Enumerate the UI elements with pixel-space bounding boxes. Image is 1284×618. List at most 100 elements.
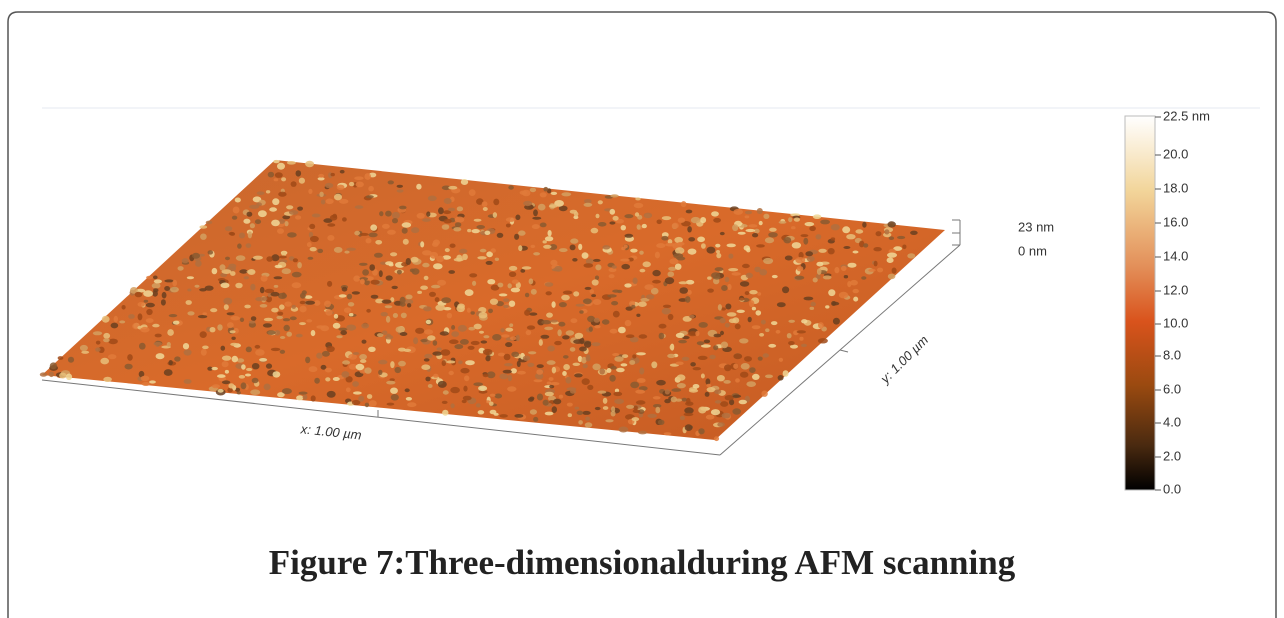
grain — [522, 190, 531, 197]
grain — [407, 303, 411, 307]
grain — [100, 358, 109, 365]
grain — [311, 395, 316, 401]
grain — [744, 245, 750, 250]
grain — [612, 353, 619, 356]
grain — [390, 361, 394, 368]
grain — [222, 356, 231, 361]
grain — [263, 323, 272, 327]
grain — [362, 340, 367, 344]
grain — [517, 371, 526, 375]
grain — [152, 324, 159, 328]
grain — [687, 226, 692, 232]
grain — [324, 301, 331, 308]
grain — [813, 214, 821, 219]
grain — [495, 258, 499, 261]
grain — [282, 268, 291, 274]
grain — [218, 389, 224, 393]
grain — [594, 325, 600, 328]
grain — [782, 286, 789, 293]
grain — [208, 250, 214, 254]
grain — [461, 179, 468, 185]
figure: x: 1.00 µm y: 1.00 µm 23 nm 0 nm 22.5 nm… — [0, 0, 1284, 618]
x-axis-label: x: 1.00 µm — [299, 421, 362, 442]
grain — [633, 409, 641, 413]
grain — [644, 213, 652, 219]
grain — [744, 356, 752, 362]
grain — [587, 316, 595, 322]
grain — [266, 363, 272, 368]
grain — [292, 272, 302, 278]
grain — [401, 313, 407, 319]
grain — [549, 204, 558, 208]
grain — [262, 297, 268, 301]
grain — [524, 310, 530, 316]
grain — [411, 227, 419, 233]
grain — [675, 264, 682, 270]
grain — [630, 249, 637, 253]
grain — [184, 379, 192, 384]
grain — [596, 214, 600, 219]
grain — [853, 251, 859, 254]
grain — [595, 264, 601, 270]
grain — [717, 375, 725, 381]
grain — [825, 305, 829, 308]
grain — [235, 283, 242, 289]
grain — [114, 316, 118, 323]
grain — [807, 256, 815, 262]
colorbar-label: 14.0 — [1163, 248, 1188, 263]
grain — [460, 368, 469, 374]
grain — [342, 217, 347, 221]
grain — [644, 284, 653, 290]
grain — [255, 349, 265, 356]
grain — [611, 411, 616, 417]
grain — [212, 268, 218, 274]
colorbar-label: 2.0 — [1163, 448, 1181, 463]
grain — [119, 320, 125, 323]
grain — [787, 333, 792, 338]
grain — [264, 384, 271, 391]
grain — [284, 325, 290, 331]
grain — [713, 345, 718, 350]
grain — [81, 351, 89, 354]
grain — [693, 384, 700, 389]
grain — [369, 264, 375, 271]
grain — [638, 301, 647, 307]
grain — [624, 283, 631, 287]
grain — [292, 282, 302, 288]
grain — [605, 419, 613, 422]
grain — [701, 243, 706, 249]
grain — [678, 340, 687, 344]
grain — [715, 267, 724, 271]
grain — [818, 338, 828, 343]
grain — [382, 300, 392, 304]
grain — [274, 285, 279, 288]
grain — [527, 363, 534, 367]
grain — [454, 344, 463, 349]
grain — [448, 270, 455, 274]
grain — [330, 215, 337, 221]
grain — [143, 290, 153, 297]
grain — [632, 354, 636, 358]
grain — [795, 257, 805, 263]
grain — [574, 373, 583, 377]
grain — [334, 194, 342, 201]
grain — [700, 217, 706, 223]
grain — [550, 382, 559, 385]
grain — [619, 427, 629, 433]
grain — [752, 233, 758, 237]
grain — [756, 310, 762, 315]
grain — [677, 242, 685, 246]
grain — [659, 333, 665, 340]
grain — [522, 266, 532, 269]
grain — [433, 374, 438, 378]
grain — [779, 221, 787, 224]
grain — [260, 287, 265, 293]
grain — [543, 400, 549, 406]
grain — [868, 269, 875, 272]
grain — [427, 335, 435, 340]
grain — [325, 377, 330, 381]
grain — [374, 253, 383, 258]
grain — [444, 219, 452, 224]
grain — [354, 176, 363, 180]
grain — [198, 315, 207, 318]
